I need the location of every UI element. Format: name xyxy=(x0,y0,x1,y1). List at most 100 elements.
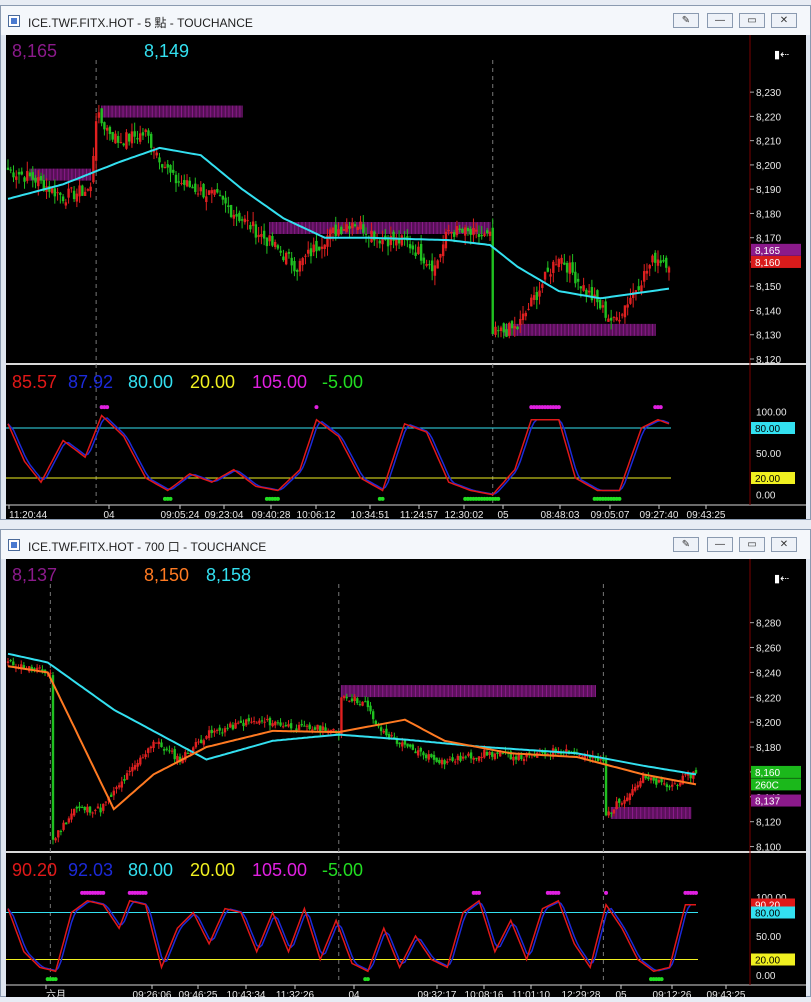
config-icon[interactable]: ✎ xyxy=(673,537,699,552)
candle-body xyxy=(38,667,41,669)
oversold-dot xyxy=(493,496,498,501)
candle-body xyxy=(35,667,39,671)
candle-body xyxy=(604,301,607,318)
candle-body xyxy=(438,759,441,764)
x-tick-label: 六月 xyxy=(46,989,66,997)
oversold-dot xyxy=(603,496,608,501)
chart-area[interactable]: 8,165 8,149 ▮⇠ 8,230 8,220 8,210 8,200 8,190 8,1… xyxy=(6,35,806,521)
candle-body xyxy=(452,232,456,237)
candle-body xyxy=(176,755,179,762)
candle-body xyxy=(681,775,684,785)
oversold-dot xyxy=(380,496,385,501)
config-icon[interactable]: ✎ xyxy=(673,13,699,28)
candle-body xyxy=(170,750,174,752)
stoch-y-tick-label: 0.00 xyxy=(756,491,776,502)
title-bar[interactable]: ICE.TWF.FITX.HOT - 5 點 - TOUCHANCE ✎ — ▭… xyxy=(1,6,810,35)
candle-body xyxy=(80,807,84,809)
candle-body xyxy=(119,142,123,144)
overbought-dot xyxy=(658,405,663,410)
oversold-dot xyxy=(267,496,272,501)
candle-body xyxy=(12,661,15,666)
oversold-dot xyxy=(377,496,382,501)
candle-body xyxy=(189,752,192,754)
x-tick-label: 11:01:10 xyxy=(512,990,551,997)
candle-body xyxy=(657,779,661,783)
candle-body xyxy=(57,830,60,838)
oversold-dot xyxy=(264,496,269,501)
candle-body xyxy=(174,174,178,184)
candle-body xyxy=(78,185,81,197)
candle-body xyxy=(177,181,180,183)
stoch-tag-label: 20.00 xyxy=(755,474,780,485)
candle-body xyxy=(51,675,55,840)
candle-body xyxy=(403,740,407,745)
oversold-dot xyxy=(165,496,170,501)
restore-button[interactable]: ▭ xyxy=(739,13,765,28)
candle-body xyxy=(152,741,155,749)
minimize-button[interactable]: — xyxy=(707,13,733,28)
candle-body xyxy=(565,263,569,273)
candle-body xyxy=(488,231,492,236)
restore-button[interactable]: ▭ xyxy=(739,537,765,552)
candle-body xyxy=(323,244,326,249)
candle-body xyxy=(667,267,671,273)
oversold-dot xyxy=(365,977,370,982)
candle-body xyxy=(229,204,233,217)
oversold-dot xyxy=(465,496,470,501)
candle-body xyxy=(351,222,354,229)
candle-body xyxy=(602,757,605,762)
candle-body xyxy=(612,809,616,814)
candle-body xyxy=(557,751,560,755)
candle-body xyxy=(127,133,131,142)
overbought-dot xyxy=(537,405,542,410)
candle-body xyxy=(70,187,73,189)
close-button[interactable]: ✕ xyxy=(771,13,797,28)
candle-body xyxy=(631,789,634,796)
stoch-tag-label: 90.20 xyxy=(755,901,780,912)
price-tag xyxy=(751,778,801,791)
chart-svg[interactable]: 8,137 8,150 8,158 ▮⇠ 8,280 8,260 8,240 8,220 8,2… xyxy=(6,559,806,1001)
stoch-legend-value: 20.00 xyxy=(190,860,235,880)
minimize-button[interactable]: — xyxy=(707,537,733,552)
candle-body xyxy=(120,781,123,788)
candle-body xyxy=(353,696,356,702)
stoch-tag-label: 20.00 xyxy=(755,956,780,967)
candle-body xyxy=(676,785,679,787)
candle-body xyxy=(312,244,315,253)
candle-body xyxy=(20,171,23,175)
chart-area[interactable]: 8,137 8,150 8,158 ▮⇠ 8,280 8,260 8,240 8,220 8,2… xyxy=(6,559,806,1001)
candle-body xyxy=(67,818,71,823)
candle-body xyxy=(665,784,669,788)
candle-body xyxy=(348,700,351,702)
candle-body xyxy=(316,724,319,730)
candle-body xyxy=(356,698,359,704)
y-tick-label: 8,180 xyxy=(756,743,781,754)
chart-svg[interactable]: 8,165 8,149 ▮⇠ 8,230 8,220 8,210 8,200 8,190 8,1… xyxy=(6,35,806,521)
candle-body xyxy=(284,725,288,727)
candle-body xyxy=(100,108,103,124)
candle-body xyxy=(636,785,639,788)
candle-body xyxy=(494,326,497,335)
candle-body xyxy=(141,132,145,136)
candle-body xyxy=(379,727,383,732)
candle-body xyxy=(459,755,462,761)
candle-body xyxy=(295,728,298,731)
oversold-dot xyxy=(270,496,275,501)
candle-body xyxy=(334,224,337,237)
candle-body xyxy=(392,231,395,241)
x-tick-label: 09:43:25 xyxy=(687,510,726,519)
candle-body xyxy=(454,761,457,763)
candle-body xyxy=(125,132,128,149)
close-button[interactable]: ✕ xyxy=(771,537,797,552)
candle-body xyxy=(41,669,44,672)
candle-body xyxy=(390,735,393,737)
title-bar[interactable]: ICE.TWF.FITX.HOT - 700 口 - TOUCHANCE ✎ —… xyxy=(1,530,810,559)
x-tick-label: 09:32:17 xyxy=(418,990,457,997)
oversold-dot xyxy=(273,496,278,501)
candle-body xyxy=(54,838,57,841)
candle-body xyxy=(64,202,68,206)
candle-body xyxy=(588,756,592,759)
oversold-dot xyxy=(606,496,611,501)
stoch-legend-value: 20.00 xyxy=(190,372,235,392)
stoch-legend-value: 80.00 xyxy=(128,372,173,392)
